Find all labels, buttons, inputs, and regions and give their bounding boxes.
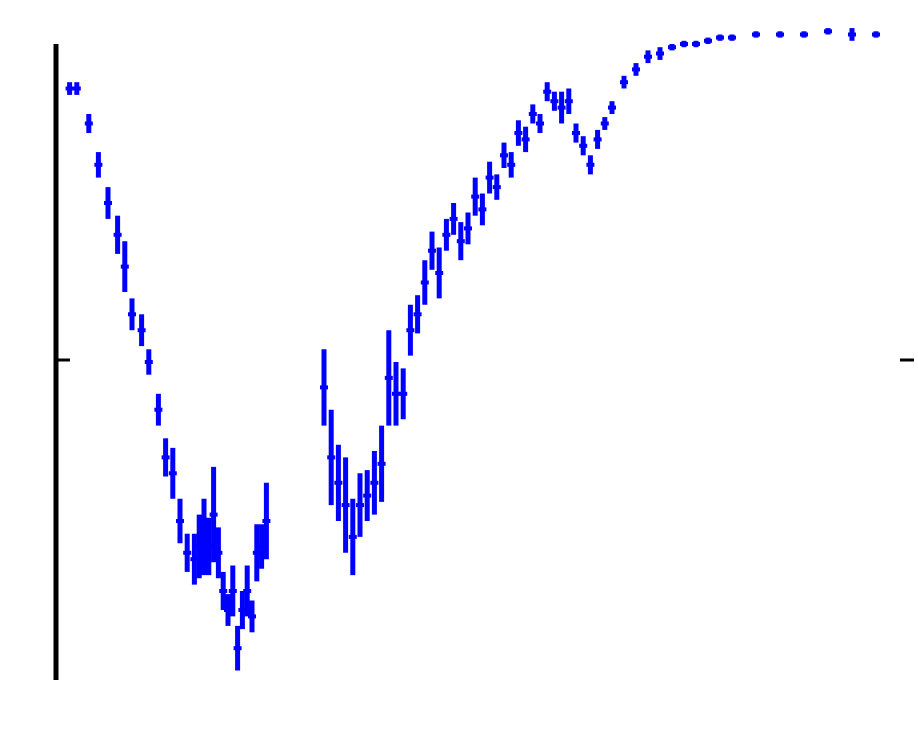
y-axis xyxy=(53,44,914,680)
series-layer xyxy=(65,28,880,671)
